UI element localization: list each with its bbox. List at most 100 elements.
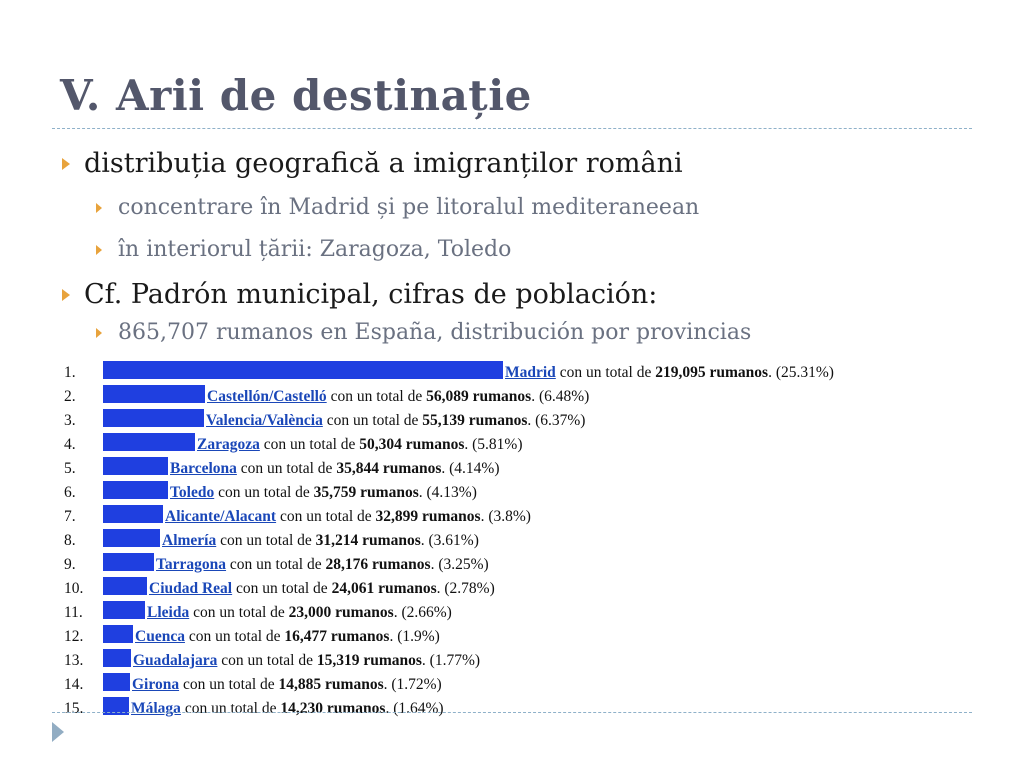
bar: [103, 553, 154, 571]
province-link[interactable]: Almería: [162, 532, 217, 549]
bar: [103, 601, 145, 619]
rank-number: 15.: [64, 700, 84, 717]
ranking-row: 12. Cuenca con un total de 16,477 rumanos…: [64, 625, 964, 649]
ranking-row: 5. Barcelona con un total de 35,844 ruman…: [64, 457, 964, 481]
bullet-arrow-icon: [62, 288, 70, 301]
nav-arrow-icon[interactable]: [52, 722, 64, 742]
province-link[interactable]: Madrid: [505, 364, 556, 381]
province-link[interactable]: Castellón/Castelló: [207, 388, 327, 405]
percent-label: (6.37%): [535, 412, 586, 429]
rank-number: 10.: [64, 580, 84, 597]
bar-label: Madrid con un total de 219,095 rumanos. …: [505, 364, 834, 381]
label-middle: con un total de: [221, 652, 313, 669]
label-middle: con un total de: [184, 700, 277, 717]
bullet-arrow-icon: [96, 244, 102, 255]
value-label: 32,899: [375, 508, 419, 525]
province-ranking-chart: 1. Madrid con un total de 219,095 rumanos…: [64, 361, 964, 721]
percent-label: (2.78%): [444, 580, 495, 597]
ranking-row: 1. Madrid con un total de 219,095 rumanos…: [64, 361, 964, 385]
unit-label: rumanos: [468, 412, 528, 429]
rank-number: 8.: [64, 532, 76, 549]
bar: [103, 457, 168, 475]
bullet-arrow-icon: [96, 327, 102, 338]
value-label: 50,304: [359, 436, 402, 453]
province-link[interactable]: Ciudad Real: [149, 580, 233, 597]
province-link[interactable]: Barcelona: [170, 460, 237, 477]
bar-label: Málaga con un total de 14,230 rumanos. (…: [131, 700, 444, 717]
ranking-row: 10. Ciudad Real con un total de 24,061 ru…: [64, 577, 964, 601]
label-middle: con un total de: [193, 604, 285, 621]
unit-label: rumanos: [363, 652, 422, 669]
label-middle: con un total de: [220, 532, 312, 549]
bar: [103, 505, 163, 523]
ranking-row: 14. Girona con un total de 14,885 rumanos…: [64, 673, 964, 697]
value-label: 14,230: [280, 700, 323, 717]
percent-label: (6.48%): [538, 388, 590, 405]
province-link[interactable]: Cuenca: [135, 628, 185, 645]
percent-label: (2.66%): [401, 604, 452, 621]
bar-label: Tarragona con un total de 28,176 rumanos…: [156, 556, 489, 573]
province-link[interactable]: Zaragoza: [197, 436, 260, 453]
value-label: 24,061: [331, 580, 375, 597]
bullet-text: Cf. Padrón municipal, cifras de població…: [84, 279, 658, 310]
bullet-text: concentrare în Madrid și pe litoralul me…: [118, 195, 700, 220]
province-link[interactable]: Toledo: [170, 484, 215, 501]
province-link[interactable]: Tarragona: [156, 556, 227, 573]
label-middle: con un total de: [240, 460, 333, 477]
label-middle: con un total de: [330, 388, 423, 405]
ranking-row: 3. Valencia/València con un total de 55,1…: [64, 409, 964, 433]
percent-label: (25.31%): [775, 364, 834, 381]
ranking-row: 4. Zaragoza con un total de 50,304 rumano…: [64, 433, 964, 457]
unit-label: rumanos: [378, 580, 437, 597]
title-divider: [52, 128, 972, 129]
bar-label: Castellón/Castelló con un total de 56,08…: [207, 388, 590, 405]
label-middle: con un total de: [182, 676, 275, 693]
province-link[interactable]: Alicante/Alacant: [165, 508, 277, 525]
bar-label: Girona con un total de 14,885 rumanos. (…: [132, 676, 442, 693]
rank-number: 12.: [64, 628, 84, 645]
unit-label: rumanos: [362, 532, 421, 549]
rank-number: 2.: [64, 388, 76, 405]
bar-label: Cuenca con un total de 16,477 rumanos. (…: [135, 628, 440, 645]
percent-label: (1.9%): [397, 628, 440, 645]
bullet-3: în interiorul țării: Zaragoza, Toledo: [96, 237, 511, 262]
percent-label: (3.25%): [438, 556, 489, 573]
unit-label: rumanos: [326, 700, 386, 717]
bar: [103, 361, 503, 379]
value-label: 56,089: [426, 388, 469, 405]
unit-label: rumanos: [422, 508, 481, 525]
unit-label: rumanos: [325, 676, 384, 693]
ranking-row: 8. Almería con un total de 31,214 rumanos…: [64, 529, 964, 553]
footer-divider: [52, 712, 972, 713]
rank-number: 5.: [64, 460, 76, 477]
value-label: 14,885: [278, 676, 322, 693]
slide-title: V. Arii de destinație: [60, 71, 532, 120]
ranking-row: 2. Castellón/Castelló con un total de 56,…: [64, 385, 964, 409]
percent-label: (4.13%): [426, 484, 477, 501]
province-link[interactable]: Valencia/València: [206, 412, 323, 429]
label-middle: con un total de: [279, 508, 372, 525]
bullet-text: distribuția geografică a imigranților ro…: [84, 148, 683, 179]
unit-label: rumanos: [382, 460, 442, 477]
ranking-row: 6. Toledo con un total de 35,759 rumanos.…: [64, 481, 964, 505]
ranking-row: 13. Guadalajara con un total de 15,319 ru…: [64, 649, 964, 673]
province-link[interactable]: Lleida: [147, 604, 190, 621]
bar: [103, 385, 205, 403]
value-label: 16,477: [284, 628, 328, 645]
percent-label: (1.72%): [391, 676, 442, 693]
ranking-row: 11. Lleida con un total de 23,000 rumanos…: [64, 601, 964, 625]
label-middle: con un total de: [236, 580, 328, 597]
label-middle: con un total de: [229, 556, 322, 573]
rank-number: 9.: [64, 556, 76, 573]
bar: [103, 673, 130, 691]
bullet-text: 865,707 rumanos en España, distribución …: [118, 320, 752, 345]
value-label: 15,319: [316, 652, 360, 669]
province-link[interactable]: Guadalajara: [133, 652, 218, 669]
percent-label: (1.77%): [429, 652, 481, 669]
province-link[interactable]: Málaga: [131, 700, 181, 717]
label-middle: con un total de: [218, 484, 310, 501]
bar: [103, 529, 160, 547]
ranking-row: 15. Málaga con un total de 14,230 rumanos…: [64, 697, 964, 721]
rank-number: 7.: [64, 508, 76, 525]
province-link[interactable]: Girona: [132, 676, 180, 693]
